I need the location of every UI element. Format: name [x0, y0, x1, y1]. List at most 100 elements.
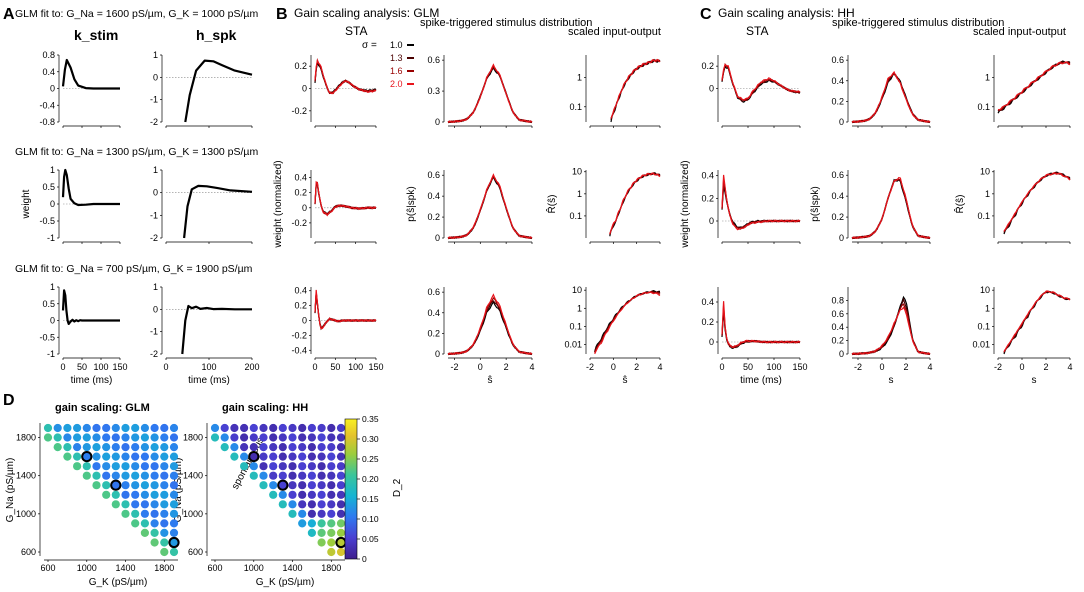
- x-tick-label: 4: [1067, 362, 1072, 372]
- chart-panel-15: 00.2: [701, 55, 801, 128]
- heatmap-cell: [288, 481, 297, 490]
- heatmap-cell: [327, 509, 336, 518]
- series-line-sigma-1.3: [594, 290, 661, 353]
- highlight-circle: [110, 479, 122, 491]
- series-line-sigma-2.0: [851, 70, 931, 123]
- heatmap-cell: [298, 471, 307, 480]
- y-tick-label: 0.1: [977, 321, 990, 331]
- x-tick-label: 1800: [154, 563, 174, 573]
- heatmap-cell: [278, 452, 287, 461]
- heatmap-cell: [327, 443, 336, 452]
- series-line-sigma-1.6: [1003, 172, 1071, 232]
- heatmap-cell: [317, 423, 326, 433]
- y-tick-label: 0: [153, 188, 158, 198]
- chart-panel-2: -1 -0.5 0 0.5 1 weight: [21, 165, 121, 244]
- heatmap-cell: [92, 471, 101, 480]
- panel-letter-b: B: [276, 6, 288, 23]
- y-tick-label: 0: [50, 316, 55, 326]
- heatmap-cell: [317, 490, 326, 499]
- heatmap-cell: [336, 538, 346, 547]
- heatmap-cell: [249, 452, 258, 461]
- heatmap-cell: [298, 462, 307, 471]
- y-tick-label: -0.2: [291, 106, 307, 116]
- col-title-dist-c: spike-triggered stimulus distribution: [832, 17, 1004, 29]
- y-tick-label: 0: [435, 349, 440, 359]
- heatmap-cell: [150, 452, 159, 461]
- y-tick-label: 0.8: [42, 50, 55, 60]
- heatmap-cell: [278, 443, 287, 452]
- heatmap-cell: [169, 443, 179, 452]
- heatmap-cell: [307, 423, 316, 433]
- y-tick-label: 0.2: [831, 336, 844, 346]
- heatmap-cell: [111, 490, 120, 499]
- heatmap-cell: [288, 433, 297, 442]
- y-tick-label: 0: [709, 84, 714, 94]
- heatmap-cell: [317, 433, 326, 442]
- heatmap-cell: [336, 547, 346, 557]
- x-tick-label: 100: [766, 362, 781, 372]
- y-tick-label: 1: [985, 73, 990, 83]
- heatmap-cell: [169, 471, 179, 480]
- series-line-sigma-2.0: [851, 176, 931, 239]
- heatmap-cell: [240, 462, 249, 471]
- heatmap-cell: [336, 433, 346, 442]
- y-tick-label: 1800: [16, 433, 36, 443]
- heatmap-cell: [269, 423, 278, 433]
- heatmap-cell: [269, 471, 278, 480]
- chart-panel-9: -0.2 0 0.2 0.4 weight (normalized): [273, 160, 377, 249]
- series-line-sigma-1.0: [851, 295, 931, 356]
- y-axis-label: weight (normalized): [273, 160, 284, 248]
- heatmap-cell: [121, 481, 130, 490]
- heatmap-cell: [298, 519, 307, 528]
- chart-panel-3: -2 -1 0 1: [150, 165, 253, 244]
- y-tick-label: 1800: [183, 433, 203, 443]
- highlight-circle: [277, 479, 289, 491]
- y-tick-label: 0.01: [972, 340, 990, 350]
- y-tick-label: 1400: [183, 471, 203, 481]
- heatmap-cell: [82, 433, 91, 442]
- x-tick-label: 50: [77, 362, 87, 372]
- heatmap-cell: [327, 462, 336, 471]
- col-title-sta-c: STA: [746, 24, 768, 38]
- heatmap-cell: [278, 490, 287, 499]
- heatmap-cell: [269, 452, 278, 461]
- heatmap-cell: [140, 443, 149, 452]
- heatmap-cell: [121, 443, 130, 452]
- y-tick-label: -1: [150, 95, 158, 105]
- heatmap-cell: [131, 423, 140, 433]
- heatmap-cell: [169, 481, 179, 490]
- y-tick-label: 0: [153, 304, 158, 314]
- series-line-sigma-1.6: [851, 178, 931, 240]
- heatmap-cell: [150, 538, 159, 547]
- heatmap-cell: [288, 443, 297, 452]
- heatmap-cell: [336, 452, 346, 461]
- series-line-sigma-1.0: [594, 289, 661, 352]
- series-line-sigma-2.0: [447, 293, 533, 355]
- x-tick-label: 150: [792, 362, 807, 372]
- heatmap-cell: [307, 528, 316, 538]
- y-tick-label: 10: [572, 285, 582, 295]
- legend-label-0: 1.0: [390, 40, 403, 50]
- series-line-sigma-1.3: [851, 297, 931, 356]
- y-tick-label: -0.2: [291, 218, 307, 228]
- chart-panel-13: 0 0.2 0.4 0.6 -2 0 2 4 ŝ: [427, 287, 535, 386]
- heatmap-cell: [43, 423, 53, 433]
- heatmap-cell: [102, 423, 111, 433]
- heatmap-cell: [140, 452, 149, 461]
- heatmap-cell: [169, 423, 179, 433]
- y-tick-label: 0.6: [831, 170, 844, 180]
- heatmap-cell: [259, 462, 268, 471]
- heatmap-cell: [288, 490, 297, 499]
- series-line-sigma-1.0: [1003, 171, 1071, 235]
- y-tick-label: 0.1: [569, 211, 582, 221]
- heatmap-cell: [327, 471, 336, 480]
- series-line-sigma-2.0: [609, 172, 661, 235]
- series-line-sigma-1.3: [610, 58, 661, 121]
- heatmap-cell: [327, 500, 336, 509]
- heatmap-cell: [307, 481, 316, 490]
- series-line-sigma-2.0: [447, 173, 533, 239]
- heatmap-cell: [317, 519, 326, 528]
- heatmap-cell: [111, 500, 120, 509]
- heatmap-cell: [150, 519, 159, 528]
